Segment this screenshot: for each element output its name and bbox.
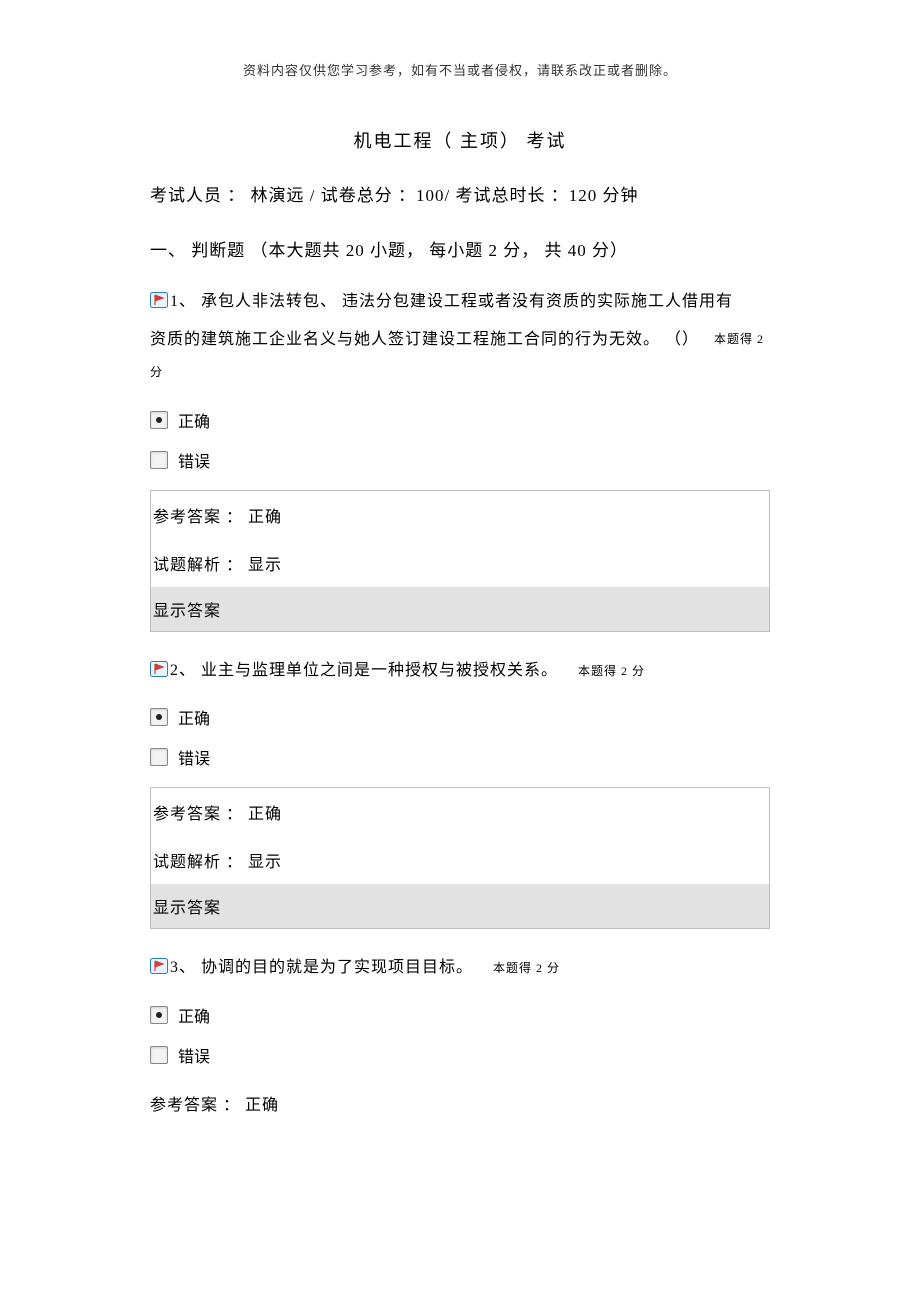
exam-title: 机电工程（ 主项） 考试 — [150, 127, 770, 153]
question-block: 2、 业主与监理单位之间是一种授权与被授权关系。 本题得 2 分 正确 错误 参… — [150, 654, 770, 930]
question-block: 3、 协调的目的就是为了实现项目目标。 本题得 2 分 正确 错误 参考答案 ：… — [150, 951, 770, 1115]
analysis-link[interactable]: 显示 — [248, 854, 282, 871]
score-note: 本题得 2 分 — [493, 961, 560, 975]
section-heading: 一、 判断题 （本大题共 20 小题， 每小题 2 分， 共 40 分） — [150, 236, 770, 261]
question-number: 2、 — [170, 662, 196, 679]
answer-value: 正确 — [248, 509, 282, 526]
question-text: 2、 业主与监理单位之间是一种授权与被授权关系。 本题得 2 分 — [150, 654, 770, 688]
analysis-prefix: 试题解析 ： — [153, 557, 248, 574]
analysis-row: 试题解析 ： 显示 — [151, 836, 769, 884]
score-note: 本题得 2 分 — [578, 664, 645, 678]
reference-answer: 参考答案 ： 正确 — [150, 1085, 770, 1115]
answer-box: 参考答案 ： 正确 试题解析 ： 显示 显示答案 — [150, 490, 770, 632]
answer-value: 正确 — [245, 1097, 279, 1114]
radio-icon — [150, 1046, 168, 1064]
option-correct[interactable]: 正确 — [150, 1003, 770, 1027]
exam-meta: 考试人员 ： 林演远 / 试卷总分 ：100/ 考试总时长 ：120 分钟 — [150, 181, 770, 206]
reference-answer: 参考答案 ： 正确 — [151, 491, 769, 539]
question-number: 1、 — [170, 293, 196, 310]
answer-value: 正确 — [248, 806, 282, 823]
answer-prefix: 参考答案 ： — [150, 1097, 245, 1114]
radio-icon — [150, 411, 168, 429]
option-correct[interactable]: 正确 — [150, 705, 770, 729]
radio-icon — [150, 451, 168, 469]
answer-prefix: 参考答案 ： — [153, 509, 248, 526]
options-group: 正确 错误 — [150, 705, 770, 769]
analysis-row: 试题解析 ： 显示 — [151, 539, 769, 587]
document-page: 资料内容仅供您学习参考，如有不当或者侵权，请联系改正或者删除。 机电工程（ 主项… — [0, 0, 920, 1165]
option-label: 错误 — [178, 745, 210, 769]
options-group: 正确 错误 — [150, 408, 770, 472]
option-wrong[interactable]: 错误 — [150, 1043, 770, 1067]
options-group: 正确 错误 — [150, 1003, 770, 1067]
option-correct[interactable]: 正确 — [150, 408, 770, 432]
radio-icon — [150, 708, 168, 726]
radio-icon — [150, 748, 168, 766]
question-text: 资质的建筑施工企业名义与她人签订建设工程施工合同的行为无效。 （） 本题得 2 … — [150, 323, 770, 390]
option-label: 正确 — [178, 1003, 210, 1027]
analysis-prefix: 试题解析 ： — [153, 854, 248, 871]
show-answer-button[interactable]: 显示答案 — [151, 587, 769, 631]
question-number: 3、 — [170, 959, 196, 976]
answer-box: 参考答案 ： 正确 试题解析 ： 显示 显示答案 — [150, 787, 770, 929]
reference-answer: 参考答案 ： 正确 — [151, 788, 769, 836]
question-text: 3、 协调的目的就是为了实现项目目标。 本题得 2 分 — [150, 951, 770, 985]
radio-icon — [150, 1006, 168, 1024]
disclaimer-text: 资料内容仅供您学习参考，如有不当或者侵权，请联系改正或者删除。 — [150, 60, 770, 79]
option-wrong[interactable]: 错误 — [150, 745, 770, 769]
flag-icon — [150, 287, 168, 303]
option-wrong[interactable]: 错误 — [150, 448, 770, 472]
flag-icon — [150, 656, 168, 672]
answer-prefix: 参考答案 ： — [153, 806, 248, 823]
option-label: 正确 — [178, 705, 210, 729]
question-line: 资质的建筑施工企业名义与她人签订建设工程施工合同的行为无效。 （） — [150, 331, 699, 348]
option-label: 错误 — [178, 448, 210, 472]
option-label: 正确 — [178, 408, 210, 432]
show-answer-button[interactable]: 显示答案 — [151, 884, 769, 928]
flag-icon — [150, 953, 168, 969]
question-text: 1、 承包人非法转包、 违法分包建设工程或者没有资质的实际施工人借用有 — [150, 285, 770, 319]
question-line: 协调的目的就是为了实现项目目标。 — [201, 959, 473, 976]
question-line: 业主与监理单位之间是一种授权与被授权关系。 — [201, 662, 558, 679]
question-block: 1、 承包人非法转包、 违法分包建设工程或者没有资质的实际施工人借用有 资质的建… — [150, 285, 770, 632]
question-line: 承包人非法转包、 违法分包建设工程或者没有资质的实际施工人借用有 — [201, 293, 733, 310]
analysis-link[interactable]: 显示 — [248, 557, 282, 574]
option-label: 错误 — [178, 1043, 210, 1067]
